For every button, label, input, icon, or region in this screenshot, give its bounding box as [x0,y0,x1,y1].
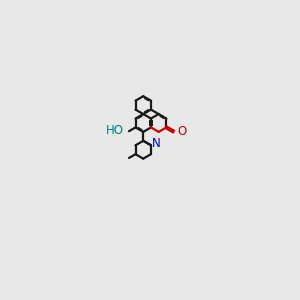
Text: HO: HO [106,124,124,137]
Text: O: O [177,125,186,138]
Text: N: N [152,137,161,150]
